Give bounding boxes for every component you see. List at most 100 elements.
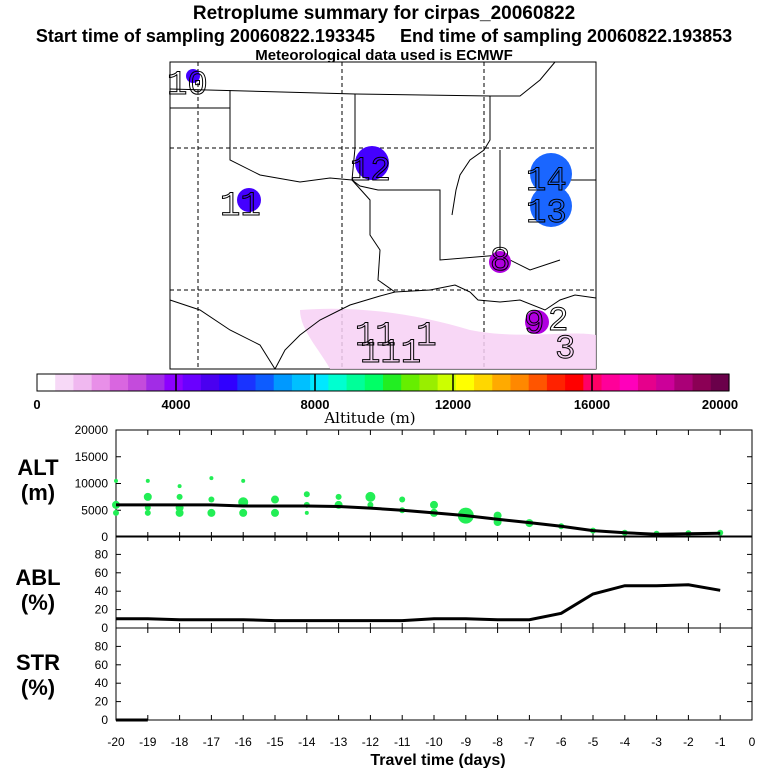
abl-label: ABL [15, 565, 60, 590]
colorbar-swatch [310, 374, 329, 391]
colorbar-swatch [692, 374, 712, 391]
colorbar-tick: 8000 [301, 397, 330, 412]
plume-day-12 [355, 146, 389, 180]
map-label: 13 [526, 195, 567, 233]
y-tick-label: 60 [95, 566, 109, 580]
colorbar-swatch [55, 374, 75, 391]
particle-point [207, 508, 216, 517]
colorbar-swatch [109, 374, 129, 391]
colorbar-tick: 12000 [435, 397, 471, 412]
colorbar-swatch [291, 374, 311, 391]
map-label: 2 [548, 303, 568, 341]
colorbar-tick: 16000 [574, 397, 610, 412]
colorbar-swatch [328, 374, 348, 391]
y-tick-label: 5000 [81, 503, 108, 517]
colorbar-swatch [674, 374, 694, 391]
colorbar-frame [36, 373, 730, 392]
map-label: 9 [524, 306, 544, 344]
map-label: 8 [490, 243, 510, 281]
x-tick-label: -15 [266, 735, 284, 749]
colorbar-swatch [437, 374, 457, 391]
colorbar-swatch [164, 374, 184, 391]
y-tick-label: 60 [95, 658, 109, 672]
particle-point [113, 509, 119, 516]
x-tick-label: -20 [107, 735, 125, 749]
time-series-panels: 0 5000 10000 15000 20000 0 20 40 60 80 0 20 40 60 80 -2… [75, 423, 756, 749]
panel-labels: ALT (m) ABL (%) STR (%) [15, 455, 60, 700]
y-tick-label: 15000 [75, 450, 109, 464]
colorbar-swatch [91, 374, 111, 391]
particle-point [145, 478, 150, 483]
particle-point [239, 508, 248, 517]
x-tick-label: -9 [460, 735, 471, 749]
y-tick-label: 20 [95, 695, 109, 709]
x-tick-label: -7 [524, 735, 535, 749]
abl-line [116, 583, 721, 623]
x-tick-label: -18 [171, 735, 189, 749]
colorbar-swatch [219, 374, 238, 391]
alt-unit: (m) [21, 480, 55, 505]
colorbar-swatch [364, 374, 384, 391]
plume-shading [300, 308, 596, 369]
colorbar-swatch [237, 374, 257, 391]
map-label: 10 [167, 67, 208, 105]
particle-point [304, 510, 309, 515]
particle-point [209, 476, 214, 481]
colorbar-swatch [619, 374, 639, 391]
particle-point [143, 492, 152, 501]
plot-frame [115, 535, 753, 629]
particle-point [399, 496, 406, 503]
colorbar-ticks: 0 4000 8000 12000 16000 20000 [33, 397, 738, 412]
colorbar-swatch [128, 374, 147, 391]
met-data-note: Meteorological data used is ECMWF [255, 47, 513, 64]
x-tick-label: -4 [619, 735, 630, 749]
x-tick-label: -5 [588, 735, 599, 749]
x-tick-label: -17 [203, 735, 221, 749]
map-label: 111 [360, 335, 421, 373]
colorbar-swatch [637, 374, 657, 391]
str-unit: (%) [21, 675, 55, 700]
plume-day-8 [489, 251, 511, 273]
abl-unit: (%) [21, 590, 55, 615]
colorbar-swatch [346, 374, 366, 391]
plot-frame [115, 627, 753, 721]
colorbar-swatch [182, 374, 202, 391]
colorbar-swatch [601, 374, 621, 391]
plume-positions [186, 69, 572, 334]
x-tick-label: -6 [556, 735, 567, 749]
colorbar-swatch [710, 374, 730, 391]
colorbar-swatch [474, 374, 493, 391]
colorbar-swatch [146, 374, 166, 391]
y-tick-label: 0 [101, 621, 108, 635]
plot-frame [115, 429, 753, 538]
colorbar-swatch [510, 374, 530, 391]
particle-point [271, 495, 279, 504]
chart-title: Retroplume summary for cirpas_20060822 [192, 3, 576, 24]
colorbar-swatch [255, 374, 275, 391]
median-altitude-line [116, 503, 721, 536]
particle-point [241, 478, 246, 483]
y-tick-label: 0 [101, 530, 108, 544]
x-tick-label: -10 [425, 735, 443, 749]
map-label: 14 [526, 163, 567, 201]
y-tick-label: 80 [95, 547, 109, 561]
map-day-labels: 10 11 12 14 13 8 9 11 1 111 2 3 [167, 67, 576, 374]
particle-point [144, 509, 151, 516]
particle-point [367, 501, 374, 508]
particle-point [114, 478, 118, 483]
particle-point [430, 500, 438, 509]
colorbar-tick: 0 [33, 397, 40, 412]
colorbar-swatch [383, 374, 402, 391]
x-tick-label: -13 [330, 735, 348, 749]
particle-point [177, 484, 182, 489]
colorbar-swatch [273, 374, 293, 391]
colorbar-swatch [455, 374, 475, 391]
colorbar-swatch [546, 374, 566, 391]
sampling-time-subtitle: Start time of sampling 20060822.193345 E… [35, 26, 733, 46]
plume-day-11 [237, 188, 261, 212]
y-tick-label: 20 [95, 603, 109, 617]
x-tick-label: -8 [492, 735, 503, 749]
y-tick-label: 40 [95, 584, 109, 598]
map-label: 3 [555, 331, 575, 369]
x-tick-label: -3 [651, 735, 662, 749]
